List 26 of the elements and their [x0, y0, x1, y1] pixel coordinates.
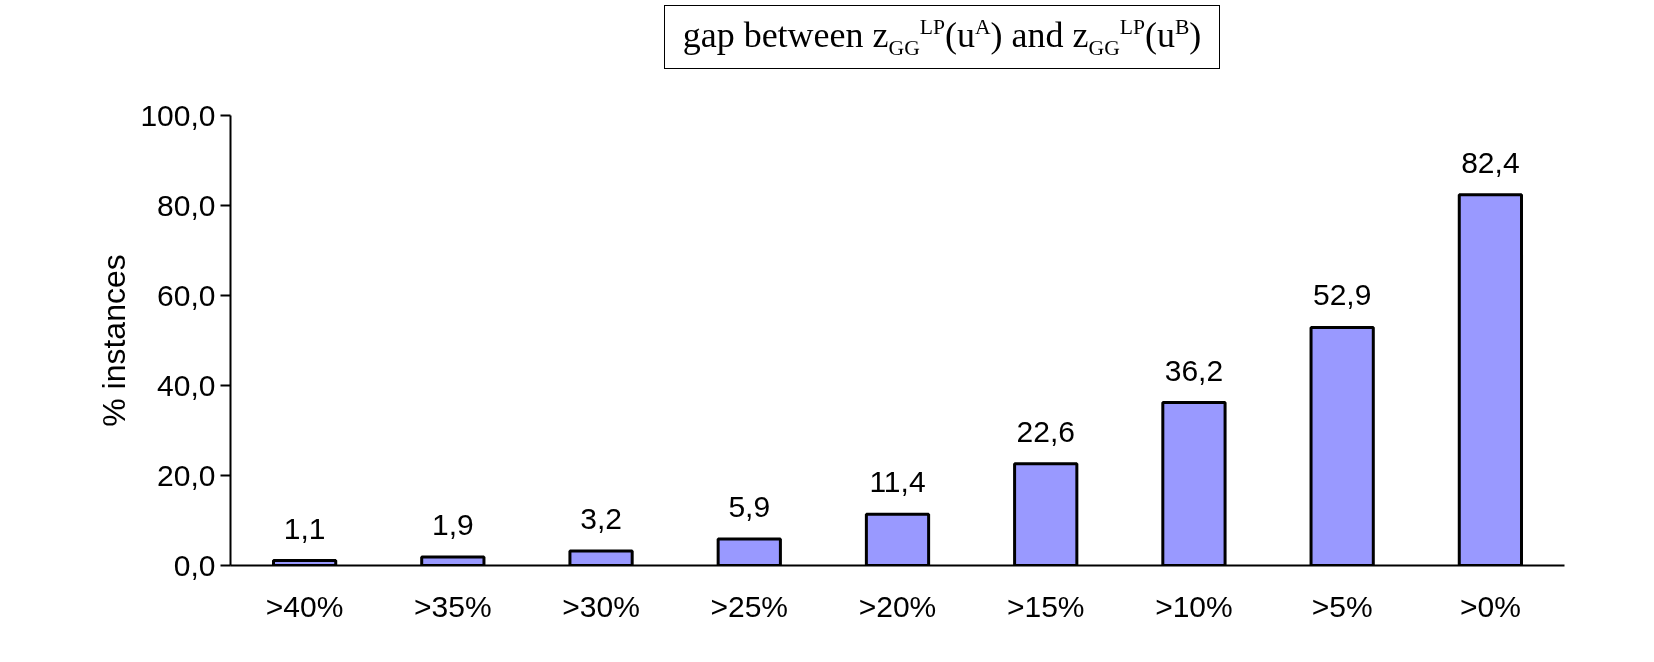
data-label: 11,4	[869, 465, 926, 499]
x-tick-label: >5%	[1311, 589, 1373, 623]
y-axis-title: % instances	[96, 254, 133, 427]
x-tick-label: >10%	[1155, 589, 1233, 623]
x-tick-label: >40%	[265, 589, 344, 623]
x-tick-label: >35%	[414, 589, 492, 623]
chart-title: gap between z$_{GG}$$^{LP}$(u$^{A}$) and z$_{GG}$$^{LP}$(u$^{B}$)	[682, 15, 1202, 61]
data-label: 1,1	[283, 511, 326, 545]
x-tick-label: >0%	[1459, 589, 1521, 623]
data-label: 3,2	[580, 502, 622, 536]
data-label: 5,9	[728, 489, 771, 523]
data-label: 1,9	[431, 507, 474, 541]
x-tick-label: >30%	[562, 589, 640, 623]
y-tick-label: 40,0	[157, 368, 216, 402]
data-label: 36,2	[1164, 353, 1224, 387]
y-tick-label: 60,0	[157, 278, 216, 312]
data-label: 82,4	[1461, 145, 1520, 179]
y-tick-label: 0,0	[173, 548, 216, 582]
data-label: 22,6	[1016, 414, 1075, 448]
x-tick-label: >25%	[710, 589, 789, 623]
data-label: 52,9	[1312, 278, 1372, 312]
x-tick-label: >20%	[858, 589, 937, 623]
y-tick-label: 20,0	[157, 458, 216, 492]
y-tick-label: 80,0	[157, 188, 216, 222]
x-tick-label: >15%	[1006, 589, 1085, 623]
y-tick-label: 100,0	[140, 98, 216, 132]
